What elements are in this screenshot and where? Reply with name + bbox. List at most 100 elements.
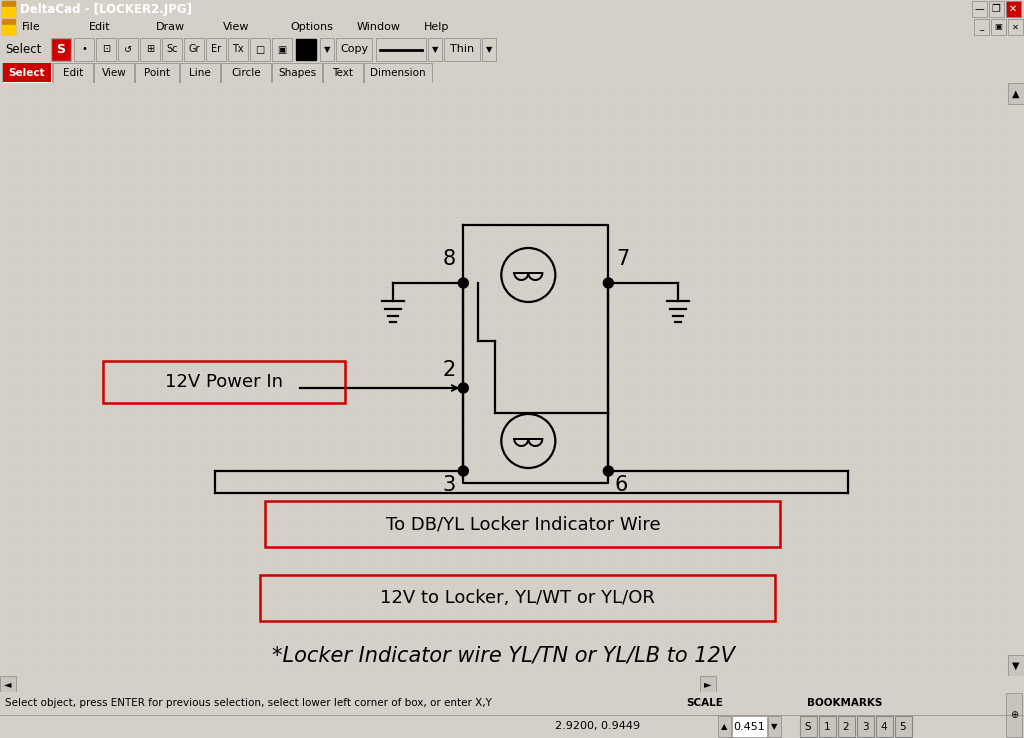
- Point: [434, 99, 451, 111]
- Point: [588, 407, 604, 419]
- Point: [0, 491, 16, 503]
- Point: [518, 309, 535, 321]
- Point: [938, 533, 954, 545]
- Point: [784, 393, 801, 405]
- Point: [799, 253, 815, 265]
- Point: [336, 99, 352, 111]
- Point: [280, 617, 296, 629]
- Point: [28, 379, 44, 391]
- Point: [938, 309, 954, 321]
- Point: [952, 491, 969, 503]
- Point: [854, 505, 870, 517]
- Point: [980, 575, 996, 587]
- Point: [0, 449, 16, 461]
- Point: [728, 267, 744, 279]
- Point: [168, 561, 184, 573]
- Point: [13, 281, 30, 293]
- Point: [967, 155, 983, 167]
- Point: [952, 239, 969, 251]
- Point: [56, 449, 73, 461]
- Point: [420, 575, 436, 587]
- Point: [378, 281, 394, 293]
- Point: [112, 127, 128, 139]
- Point: [757, 253, 773, 265]
- Point: [812, 183, 828, 195]
- Point: [841, 127, 857, 139]
- Point: [140, 211, 157, 223]
- Point: [967, 547, 983, 559]
- Point: [112, 379, 128, 391]
- Point: [56, 645, 73, 657]
- Point: [210, 197, 226, 209]
- Point: [126, 561, 142, 573]
- Point: [910, 547, 927, 559]
- Point: [462, 589, 478, 601]
- Point: [490, 435, 507, 447]
- Bar: [94, 63, 134, 83]
- Point: [350, 491, 367, 503]
- Point: [13, 337, 30, 349]
- Point: [42, 267, 58, 279]
- Point: [799, 407, 815, 419]
- Point: [392, 85, 409, 97]
- Point: [266, 239, 283, 251]
- Point: [896, 589, 912, 601]
- Point: [84, 477, 100, 489]
- Point: [644, 631, 660, 643]
- Point: [812, 365, 828, 377]
- Point: [812, 533, 828, 545]
- Point: [112, 547, 128, 559]
- Point: [812, 435, 828, 447]
- Point: [490, 337, 507, 349]
- Point: [602, 309, 618, 321]
- Point: [308, 533, 325, 545]
- Point: [420, 309, 436, 321]
- Point: [868, 253, 885, 265]
- Point: [700, 295, 717, 307]
- Point: [644, 547, 660, 559]
- Point: [812, 239, 828, 251]
- Point: [476, 127, 493, 139]
- Point: [910, 351, 927, 363]
- Point: [70, 631, 86, 643]
- Point: [658, 113, 675, 125]
- Point: [322, 421, 338, 433]
- Point: [812, 575, 828, 587]
- Point: [154, 323, 170, 335]
- Point: [336, 239, 352, 251]
- Point: [196, 337, 212, 349]
- Point: [925, 589, 941, 601]
- Point: [266, 449, 283, 461]
- Point: [112, 99, 128, 111]
- Point: [392, 225, 409, 237]
- Point: [518, 295, 535, 307]
- Point: [938, 155, 954, 167]
- Point: [757, 127, 773, 139]
- Point: [896, 323, 912, 335]
- Point: [812, 421, 828, 433]
- Point: [616, 127, 633, 139]
- Point: [266, 589, 283, 601]
- Point: [560, 267, 577, 279]
- Point: [896, 365, 912, 377]
- Point: [616, 603, 633, 615]
- Point: [588, 435, 604, 447]
- Point: [140, 85, 157, 97]
- Point: [896, 239, 912, 251]
- Point: [70, 603, 86, 615]
- Point: [700, 113, 717, 125]
- Point: [140, 435, 157, 447]
- Text: 6: 6: [614, 475, 628, 495]
- Point: [967, 351, 983, 363]
- Point: [854, 575, 870, 587]
- Point: [168, 309, 184, 321]
- Point: [378, 169, 394, 181]
- Point: [518, 323, 535, 335]
- Point: [784, 463, 801, 475]
- Point: [378, 435, 394, 447]
- Point: [896, 645, 912, 657]
- Point: [854, 589, 870, 601]
- Point: [196, 281, 212, 293]
- Point: [532, 155, 549, 167]
- Point: [994, 85, 1011, 97]
